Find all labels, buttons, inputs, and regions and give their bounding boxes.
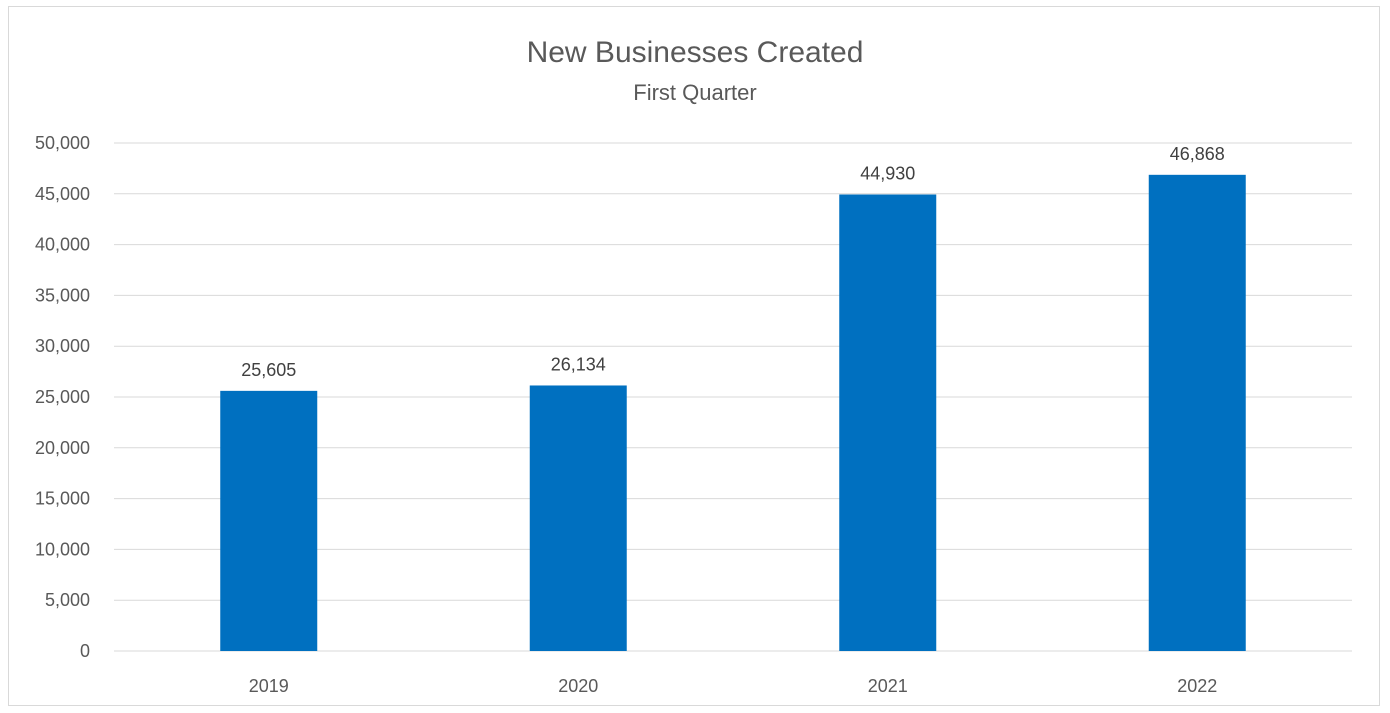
chart-title: New Businesses Created [527,36,864,69]
x-axis-ticks: 2019 2020 2021 2022 [249,676,1218,696]
data-labels: 25,605 26,134 44,930 46,868 [241,144,1225,380]
x-tick-label-2019: 2019 [249,676,289,696]
x-tick-label-2021: 2021 [868,676,908,696]
y-tick-label: 40,000 [35,235,90,255]
y-tick-label: 10,000 [35,539,90,559]
bar-2019 [220,390,318,651]
y-tick-label: 25,000 [35,387,90,407]
y-tick-label: 0 [80,641,90,661]
bar-2020 [529,385,627,651]
data-label-2020: 26,134 [551,354,606,374]
y-tick-label: 20,000 [35,438,90,458]
y-tick-label: 35,000 [35,285,90,305]
y-tick-label: 30,000 [35,336,90,356]
x-tick-label-2022: 2022 [1177,676,1217,696]
gridlines [114,142,1352,652]
y-tick-label: 15,000 [35,489,90,509]
y-tick-label: 45,000 [35,184,90,204]
bars [220,174,1246,652]
y-tick-label: 5,000 [45,590,90,610]
y-axis-ticks: 0 5,000 10,000 15,000 20,000 25,000 30,000 35,0… [35,133,90,661]
data-label-2021: 44,930 [860,164,915,184]
y-tick-label: 50,000 [35,133,90,153]
bar-2021 [839,194,937,651]
x-tick-label-2020: 2020 [558,676,598,696]
data-label-2022: 46,868 [1170,144,1225,164]
chart-subtitle: First Quarter [633,80,756,105]
data-label-2019: 25,605 [241,360,296,380]
bar-2022 [1148,174,1246,652]
